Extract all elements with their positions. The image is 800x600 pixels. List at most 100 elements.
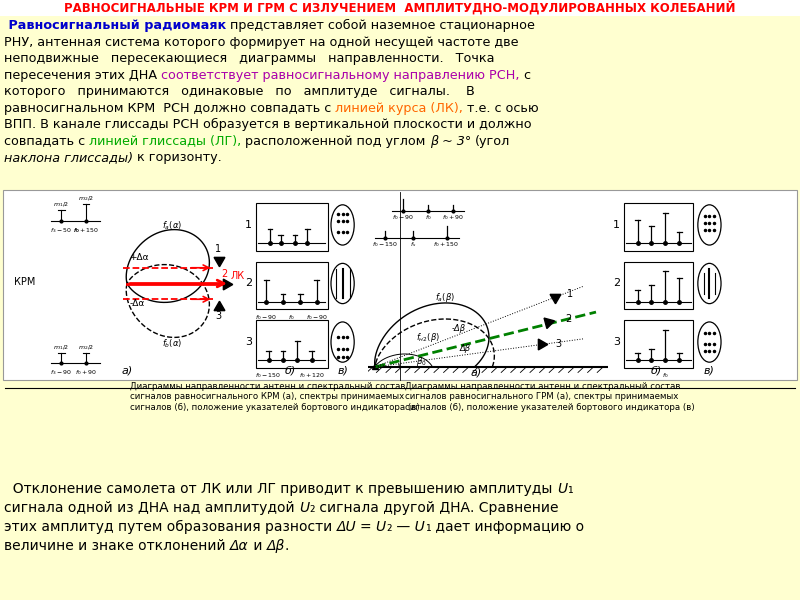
Text: $\beta_0$: $\beta_0$ [416, 355, 426, 368]
Text: $f_3-50$: $f_3-50$ [50, 226, 73, 235]
Text: Отклонение самолета от ЛК или ЛГ приводит к превышению амплитуды: Отклонение самолета от ЛК или ЛГ приводи… [4, 482, 557, 496]
Text: наклона глиссады): наклона глиссады) [4, 151, 133, 164]
Text: в): в) [337, 365, 348, 375]
Text: 2: 2 [245, 278, 252, 289]
Text: соответствует равносигнальному направлению РСН,: соответствует равносигнальному направлен… [161, 68, 520, 82]
Text: с: с [520, 68, 530, 82]
Text: $f_0+150$: $f_0+150$ [73, 226, 99, 235]
Text: линией курса (ЛК),: линией курса (ЛК), [335, 101, 463, 115]
Text: $f_0+90$: $f_0+90$ [442, 214, 464, 223]
Text: 3: 3 [215, 311, 222, 321]
Text: этих амплитуд путем образования разности: этих амплитуд путем образования разности [4, 520, 337, 535]
Text: величине и знаке отклонений: величине и знаке отклонений [4, 539, 230, 553]
Text: Равносигнальный радиомаяк: Равносигнальный радиомаяк [4, 19, 226, 32]
Bar [256, 203, 327, 251]
Bar [3, 190, 797, 380]
Text: КРМ: КРМ [14, 277, 36, 287]
Text: совпадать с: совпадать с [4, 134, 89, 148]
Text: $f_0$: $f_0$ [73, 226, 79, 235]
Text: Диаграммы направленности антенн и спектральный состав
сигналов равносигнального : Диаграммы направленности антенн и спектр… [130, 382, 420, 412]
Text: Δβ: Δβ [459, 344, 470, 353]
Text: пересечения этих ДНА: пересечения этих ДНА [4, 68, 161, 82]
Text: $f_0-90$: $f_0-90$ [306, 313, 328, 322]
Text: $f_0+150$: $f_0+150$ [434, 240, 460, 249]
Text: $f_0-150$: $f_0-150$ [255, 371, 282, 380]
Text: -Δα: -Δα [129, 299, 145, 308]
Text: РАВНОСИГНАЛЬНЫЕ КРМ И ГРМ С ИЗЛУЧЕНИЕМ  АМПЛИТУДНО-МОДУЛИРОВАННЫХ КОЛЕБАНИЙ: РАВНОСИГНАЛЬНЫЕ КРМ И ГРМ С ИЗЛУЧЕНИЕМ А… [64, 1, 736, 15]
Text: РНУ, антенная система которого формирует на одной несущей частоте две: РНУ, антенная система которого формирует… [4, 35, 518, 49]
Text: $f_b(α)$: $f_b(α)$ [162, 337, 182, 350]
Text: 2: 2 [613, 278, 620, 289]
Text: равносигнальном КРМ  РСН должно совпадать с: равносигнальном КРМ РСН должно совпадать… [4, 101, 335, 115]
Bar [0, 0, 800, 16]
Text: 3: 3 [613, 337, 620, 347]
Text: $f_{н2}(β)$: $f_{н2}(β)$ [416, 331, 440, 344]
Text: которого   принимаются   одинаковые   по   амплитуде   сигналы.    В: которого принимаются одинаковые по ампли… [4, 85, 474, 98]
Text: в): в) [704, 365, 715, 375]
Text: сигнала другой ДНА. Сравнение: сигнала другой ДНА. Сравнение [314, 502, 558, 515]
Text: ₂: ₂ [309, 502, 314, 515]
Text: ΔU = U: ΔU = U [337, 520, 386, 535]
Text: U: U [299, 502, 309, 515]
Text: $m_1/2$: $m_1/2$ [54, 343, 70, 352]
Ellipse shape [698, 322, 721, 362]
Text: а): а) [470, 368, 482, 378]
Text: β ~ 3°: β ~ 3° [430, 134, 475, 148]
Text: $f_0-150$: $f_0-150$ [372, 240, 398, 249]
Text: $f_0$: $f_0$ [662, 371, 669, 380]
Text: Δα: Δα [230, 539, 249, 553]
Text: Δβ: Δβ [266, 539, 285, 553]
Text: ₁: ₁ [567, 482, 573, 496]
Text: ₂: ₂ [386, 520, 392, 535]
Text: б): б) [650, 365, 662, 375]
Text: $f_0$: $f_0$ [425, 214, 431, 223]
Ellipse shape [331, 205, 354, 245]
Text: Диаграммы направленности антенн и спектральный состав
сигналов равносигнального : Диаграммы направленности антенн и спектр… [405, 382, 694, 412]
Ellipse shape [698, 263, 721, 304]
Bar [624, 262, 693, 309]
Text: 1: 1 [613, 220, 620, 230]
Text: неподвижные   пересекающиеся   диаграммы   направленности.   Точка: неподвижные пересекающиеся диаграммы нап… [4, 52, 494, 65]
Text: U: U [557, 482, 567, 496]
Text: — U: — U [392, 520, 425, 535]
Text: $f_3-90$: $f_3-90$ [50, 368, 73, 377]
Ellipse shape [331, 322, 354, 362]
Ellipse shape [331, 263, 354, 304]
Text: ₁: ₁ [425, 520, 430, 535]
Text: $m_2/2$: $m_2/2$ [78, 194, 94, 203]
Bar [256, 320, 327, 368]
Text: $f_0-90$: $f_0-90$ [392, 214, 414, 223]
Text: $m_1/2$: $m_1/2$ [54, 200, 70, 209]
Bar [624, 320, 693, 368]
Text: $f_a(α)$: $f_a(α)$ [162, 220, 182, 232]
Text: и: и [249, 539, 266, 553]
Text: ВПП. В канале глиссады РСН образуется в вертикальной плоскости и должно: ВПП. В канале глиссады РСН образуется в … [4, 118, 532, 131]
Text: 3: 3 [555, 338, 562, 349]
Text: а): а) [122, 366, 133, 376]
Text: т.е. с осью: т.е. с осью [463, 101, 538, 115]
Text: 3: 3 [245, 337, 252, 347]
Bar [624, 203, 693, 251]
Text: 1: 1 [215, 244, 222, 254]
Text: б): б) [285, 365, 296, 375]
Text: представляет собой наземное стационарное: представляет собой наземное стационарное [226, 19, 535, 32]
Text: $f_s$: $f_s$ [410, 240, 416, 249]
Text: -Δβ: -Δβ [452, 325, 466, 334]
Bar [256, 262, 327, 309]
Text: $f_0$: $f_0$ [288, 313, 295, 322]
Text: 2: 2 [222, 269, 228, 279]
Text: $f_0-90$: $f_0-90$ [255, 313, 278, 322]
Text: 1: 1 [245, 220, 252, 230]
Text: 1: 1 [567, 289, 574, 299]
Text: линией глиссады (ЛГ),: линией глиссады (ЛГ), [89, 134, 242, 148]
Text: 2: 2 [565, 314, 571, 324]
Text: $f_a(β)$: $f_a(β)$ [435, 291, 455, 304]
Text: $f_0+120$: $f_0+120$ [298, 371, 325, 380]
Text: (угол: (угол [475, 134, 510, 148]
Text: дает информацию о: дает информацию о [430, 520, 584, 535]
Ellipse shape [698, 205, 721, 245]
Text: к горизонту.: к горизонту. [133, 151, 222, 164]
Text: $f_0+90$: $f_0+90$ [75, 368, 98, 377]
Text: расположенной под углом: расположенной под углом [242, 134, 430, 148]
Text: +Δα: +Δα [129, 253, 149, 263]
